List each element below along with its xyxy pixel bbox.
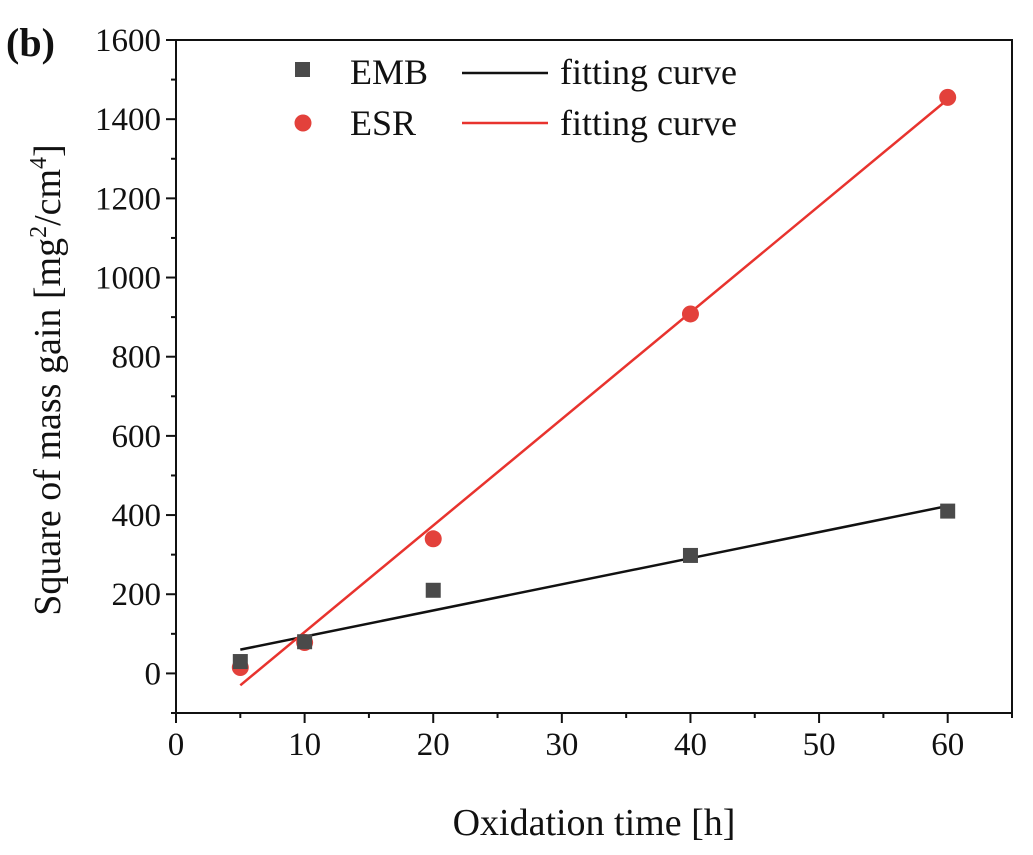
legend: EMB fitting curve ESR fitting curve bbox=[294, 52, 737, 143]
y-tick-label: 200 bbox=[112, 577, 162, 613]
esr-point bbox=[939, 88, 957, 106]
esr-point bbox=[424, 530, 442, 548]
x-axis-title: Oxidation time [h] bbox=[453, 802, 736, 844]
esr-fit-line bbox=[239, 98, 949, 687]
emb-point bbox=[940, 503, 956, 519]
y-tick-label: 1600 bbox=[95, 23, 161, 59]
x-tick-label: 20 bbox=[417, 727, 450, 763]
y-tick-label: 1200 bbox=[95, 181, 161, 217]
y-tick-label: 600 bbox=[112, 419, 162, 455]
legend-emb-marker bbox=[295, 62, 310, 77]
emb-fit-line bbox=[240, 504, 948, 651]
x-tick-label: 30 bbox=[545, 727, 578, 763]
legend-esr-marker bbox=[294, 114, 312, 132]
y-tick-label: 800 bbox=[112, 340, 162, 376]
emb-point bbox=[425, 582, 441, 598]
y-tick-label: 1000 bbox=[95, 261, 161, 297]
legend-esr-fit-label: fitting curve bbox=[560, 103, 737, 143]
plot-frame bbox=[175, 39, 1013, 714]
data-points bbox=[231, 88, 957, 676]
legend-emb-label: EMB bbox=[350, 52, 428, 92]
emb-point bbox=[682, 547, 698, 563]
y-tick-label: 400 bbox=[112, 498, 162, 534]
legend-esr-label: ESR bbox=[350, 103, 416, 143]
axis-ticks bbox=[166, 39, 1013, 723]
x-tick-label: 0 bbox=[168, 727, 185, 763]
x-tick-label: 50 bbox=[803, 727, 836, 763]
legend-emb-fit-label: fitting curve bbox=[560, 52, 737, 92]
x-tick-label: 60 bbox=[931, 727, 964, 763]
y-axis-title: Square of mass gain [mg2/cm4] bbox=[26, 144, 69, 615]
emb-point bbox=[297, 634, 313, 650]
esr-point bbox=[681, 305, 699, 323]
y-tick-label: 1400 bbox=[95, 102, 161, 138]
x-tick-labels: 0 10 20 30 40 50 60 bbox=[168, 727, 964, 763]
fit-lines bbox=[239, 98, 949, 687]
x-tick-label: 40 bbox=[674, 727, 707, 763]
emb-point bbox=[232, 654, 248, 670]
x-tick-label: 10 bbox=[288, 727, 321, 763]
y-tick-labels: 0 200 400 600 800 1000 1200 1400 1600 bbox=[95, 23, 161, 692]
y-tick-label: 0 bbox=[145, 656, 162, 692]
panel-label: (b) bbox=[6, 20, 55, 65]
